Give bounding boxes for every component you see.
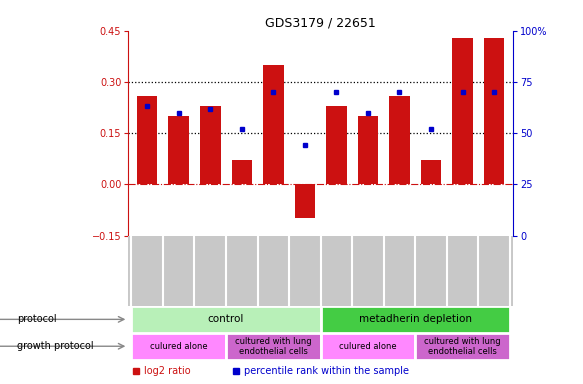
Bar: [131, 306, 321, 333]
Bar: [415, 333, 510, 360]
Text: metadherin depletion: metadherin depletion: [359, 314, 472, 324]
Text: growth protocol: growth protocol: [17, 341, 94, 351]
Title: GDS3179 / 22651: GDS3179 / 22651: [265, 17, 376, 30]
Bar: [131, 333, 226, 360]
Bar: [168, 116, 189, 184]
Bar: [294, 184, 315, 218]
Text: culured alone: culured alone: [150, 342, 208, 351]
Bar: [452, 38, 473, 184]
Text: percentile rank within the sample: percentile rank within the sample: [244, 366, 409, 376]
Text: cultured with lung
endothelial cells: cultured with lung endothelial cells: [235, 336, 312, 356]
Bar: [137, 96, 157, 184]
Text: log2 ratio: log2 ratio: [143, 366, 190, 376]
Bar: [321, 333, 415, 360]
Bar: [326, 106, 347, 184]
Bar: [484, 38, 504, 184]
Bar: [321, 306, 510, 333]
Bar: [226, 333, 321, 360]
Bar: [200, 106, 220, 184]
Bar: [389, 96, 410, 184]
Text: control: control: [208, 314, 244, 324]
Bar: [231, 161, 252, 184]
Bar: [421, 161, 441, 184]
Text: cultured with lung
endothelial cells: cultured with lung endothelial cells: [424, 336, 501, 356]
Text: culured alone: culured alone: [339, 342, 397, 351]
Bar: [358, 116, 378, 184]
Bar: [263, 65, 283, 184]
Text: protocol: protocol: [17, 314, 57, 324]
